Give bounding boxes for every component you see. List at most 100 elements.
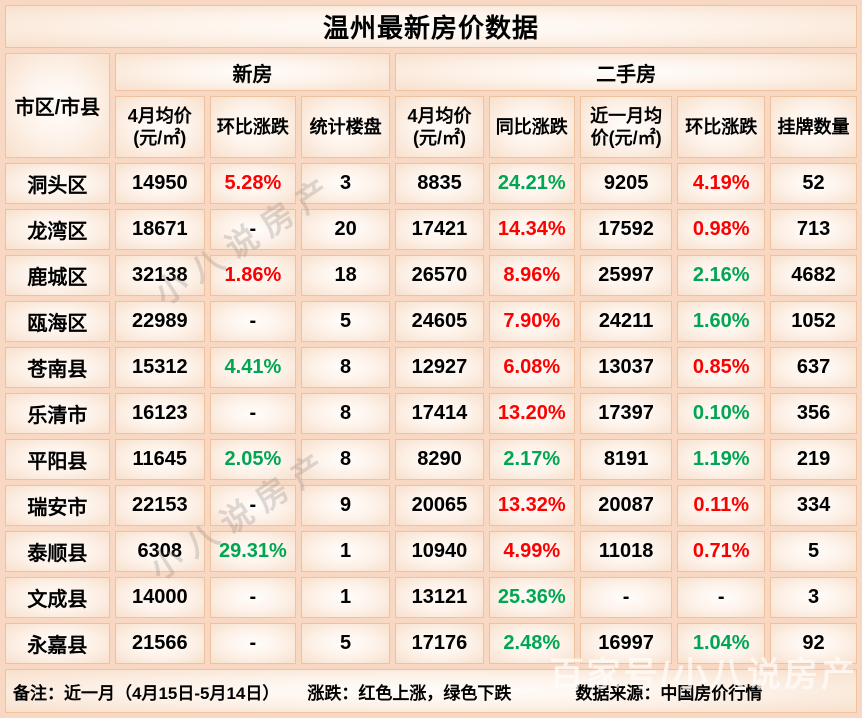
footer-note: 备注：近一月（4月15日-5月14日） — [13, 683, 280, 703]
value-cell: 1.19% — [677, 439, 766, 480]
footer-source: 数据来源：中国房价行情 — [575, 683, 763, 703]
table-row: 鹿城区 32138 1.86% 18 26570 8.96% 25997 2.1… — [5, 255, 857, 296]
value-cell: 10940 — [395, 531, 484, 572]
value-cell: 4.99% — [488, 531, 575, 572]
value-cell: 12927 — [395, 347, 484, 388]
value-cell: 29.31% — [209, 531, 296, 572]
value-cell: 14.34% — [488, 209, 575, 250]
value-cell: 713 — [770, 209, 857, 250]
value-cell: 17414 — [395, 393, 484, 434]
table-row: 平阳县 11645 2.05% 8 8290 2.17% 8191 1.19% … — [5, 439, 857, 480]
value-cell: 3 — [300, 163, 391, 204]
value-cell: - — [209, 301, 296, 342]
value-cell: 4.41% — [209, 347, 296, 388]
column-header-used-avg-price: 4月均价(元/㎡) — [395, 96, 484, 158]
column-header-used-yoy-change: 同比涨跌 — [488, 96, 575, 158]
district-name: 平阳县 — [5, 439, 110, 480]
value-cell: 13121 — [395, 577, 484, 618]
title-row: 温州最新房价数据 — [5, 5, 857, 48]
value-cell: 17421 — [395, 209, 484, 250]
value-cell: 8 — [300, 347, 391, 388]
value-cell: 21566 — [114, 623, 205, 664]
value-cell: 5 — [300, 301, 391, 342]
table-row: 永嘉县 21566 - 5 17176 2.48% 16997 1.04% 92 — [5, 623, 857, 664]
value-cell: 24.21% — [488, 163, 575, 204]
value-cell: 8191 — [579, 439, 673, 480]
value-cell: - — [209, 393, 296, 434]
value-cell: - — [209, 485, 296, 526]
footer-cell: 备注：近一月（4月15日-5月14日） 涨跌：红色上涨，绿色下跌 数据来源：中国… — [5, 669, 857, 713]
value-cell: 0.85% — [677, 347, 766, 388]
table-row: 瓯海区 22989 - 5 24605 7.90% 24211 1.60% 10… — [5, 301, 857, 342]
table-row: 乐清市 16123 - 8 17414 13.20% 17397 0.10% 3… — [5, 393, 857, 434]
value-cell: 20065 — [395, 485, 484, 526]
value-cell: 17592 — [579, 209, 673, 250]
value-cell: 8.96% — [488, 255, 575, 296]
value-cell: 20087 — [579, 485, 673, 526]
value-cell: 2.48% — [488, 623, 575, 664]
value-cell: 92 — [770, 623, 857, 664]
value-cell: 22153 — [114, 485, 205, 526]
district-name: 苍南县 — [5, 347, 110, 388]
column-group-new-housing: 新房 — [114, 53, 391, 91]
column-header-used-mom-change: 环比涨跌 — [677, 96, 766, 158]
value-cell: 1 — [300, 531, 391, 572]
value-cell: 9205 — [579, 163, 673, 204]
value-cell: 4682 — [770, 255, 857, 296]
district-name: 泰顺县 — [5, 531, 110, 572]
district-name: 瓯海区 — [5, 301, 110, 342]
value-cell: 13.32% — [488, 485, 575, 526]
value-cell: 2.05% — [209, 439, 296, 480]
footer-row: 备注：近一月（4月15日-5月14日） 涨跌：红色上涨，绿色下跌 数据来源：中国… — [5, 669, 857, 713]
value-cell: 14000 — [114, 577, 205, 618]
value-cell: 18671 — [114, 209, 205, 250]
value-cell: 8 — [300, 393, 391, 434]
column-header-new-mom-change: 环比涨跌 — [209, 96, 296, 158]
value-cell: 0.11% — [677, 485, 766, 526]
value-cell: 13.20% — [488, 393, 575, 434]
table-row: 瑞安市 22153 - 9 20065 13.32% 20087 0.11% 3… — [5, 485, 857, 526]
value-cell: 20 — [300, 209, 391, 250]
value-cell: 6.08% — [488, 347, 575, 388]
value-cell: 13037 — [579, 347, 673, 388]
value-cell: 17176 — [395, 623, 484, 664]
value-cell: 0.71% — [677, 531, 766, 572]
value-cell: 18 — [300, 255, 391, 296]
column-header-listings-count: 挂牌数量 — [770, 96, 857, 158]
value-cell: 1 — [300, 577, 391, 618]
value-cell: 219 — [770, 439, 857, 480]
value-cell: 7.90% — [488, 301, 575, 342]
district-name: 瑞安市 — [5, 485, 110, 526]
value-cell: 1.04% — [677, 623, 766, 664]
value-cell: 2.17% — [488, 439, 575, 480]
group-header-row: 市区/市县 新房 二手房 — [5, 53, 857, 158]
page-title: 温州最新房价数据 — [5, 5, 857, 48]
value-cell: 6308 — [114, 531, 205, 572]
district-name: 永嘉县 — [5, 623, 110, 664]
footer-legend: 涨跌：红色上涨，绿色下跌 — [307, 683, 512, 703]
table-body: 洞头区 14950 5.28% 3 8835 24.21% 9205 4.19%… — [5, 163, 857, 664]
value-cell: 11018 — [579, 531, 673, 572]
column-header-district: 市区/市县 — [5, 53, 110, 158]
value-cell: 25.36% — [488, 577, 575, 618]
value-cell: 3 — [770, 577, 857, 618]
value-cell: 356 — [770, 393, 857, 434]
value-cell: - — [209, 209, 296, 250]
column-header-last-month-avg: 近一月均价(元/㎡) — [579, 96, 673, 158]
value-cell: 26570 — [395, 255, 484, 296]
value-cell: 8835 — [395, 163, 484, 204]
value-cell: 0.10% — [677, 393, 766, 434]
value-cell: - — [209, 623, 296, 664]
value-cell: 16123 — [114, 393, 205, 434]
value-cell: 0.98% — [677, 209, 766, 250]
value-cell: 8290 — [395, 439, 484, 480]
table-row: 龙湾区 18671 - 20 17421 14.34% 17592 0.98% … — [5, 209, 857, 250]
sub-header-row: 4月均价(元/㎡) 环比涨跌 统计楼盘 4月均价(元/㎡) 同比涨跌 近一月均价… — [5, 96, 857, 158]
value-cell: 5 — [770, 531, 857, 572]
value-cell: 1052 — [770, 301, 857, 342]
district-name: 文成县 — [5, 577, 110, 618]
district-name: 鹿城区 — [5, 255, 110, 296]
district-name: 洞头区 — [5, 163, 110, 204]
value-cell: 24605 — [395, 301, 484, 342]
